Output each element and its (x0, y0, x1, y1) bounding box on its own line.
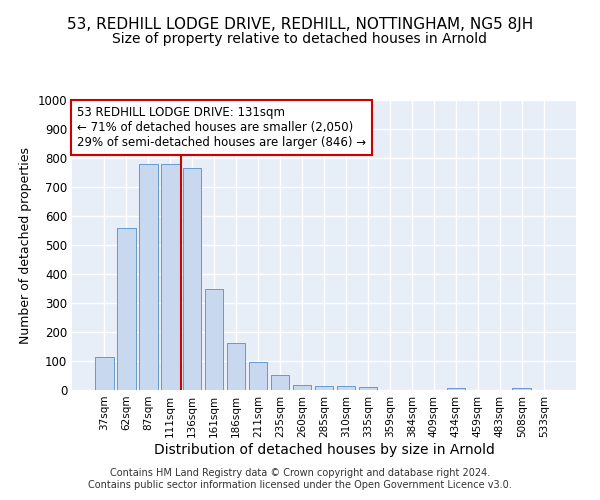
Text: 53 REDHILL LODGE DRIVE: 131sqm
← 71% of detached houses are smaller (2,050)
29% : 53 REDHILL LODGE DRIVE: 131sqm ← 71% of … (77, 106, 366, 149)
Bar (271, 375, 289, 390)
Bar (183, 168, 202, 390)
Bar (314, 386, 334, 390)
X-axis label: Distribution of detached houses by size in Arnold: Distribution of detached houses by size … (154, 442, 494, 456)
Bar (359, 386, 377, 390)
Bar (95, 357, 113, 390)
Bar (227, 343, 245, 390)
Bar (446, 388, 465, 390)
Y-axis label: Number of detached properties: Number of detached properties (19, 146, 32, 344)
Bar (512, 388, 531, 390)
Bar (249, 362, 268, 390)
Text: Contains HM Land Registry data © Crown copyright and database right 2024.
Contai: Contains HM Land Registry data © Crown c… (88, 468, 512, 490)
Bar (205, 289, 223, 390)
Bar (337, 386, 355, 390)
Text: Size of property relative to detached houses in Arnold: Size of property relative to detached ho… (113, 32, 487, 46)
Bar (139, 164, 158, 390)
Text: 53, REDHILL LODGE DRIVE, REDHILL, NOTTINGHAM, NG5 8JH: 53, REDHILL LODGE DRIVE, REDHILL, NOTTIN… (67, 18, 533, 32)
Bar (161, 164, 179, 390)
Bar (117, 228, 136, 390)
Bar (293, 385, 311, 390)
